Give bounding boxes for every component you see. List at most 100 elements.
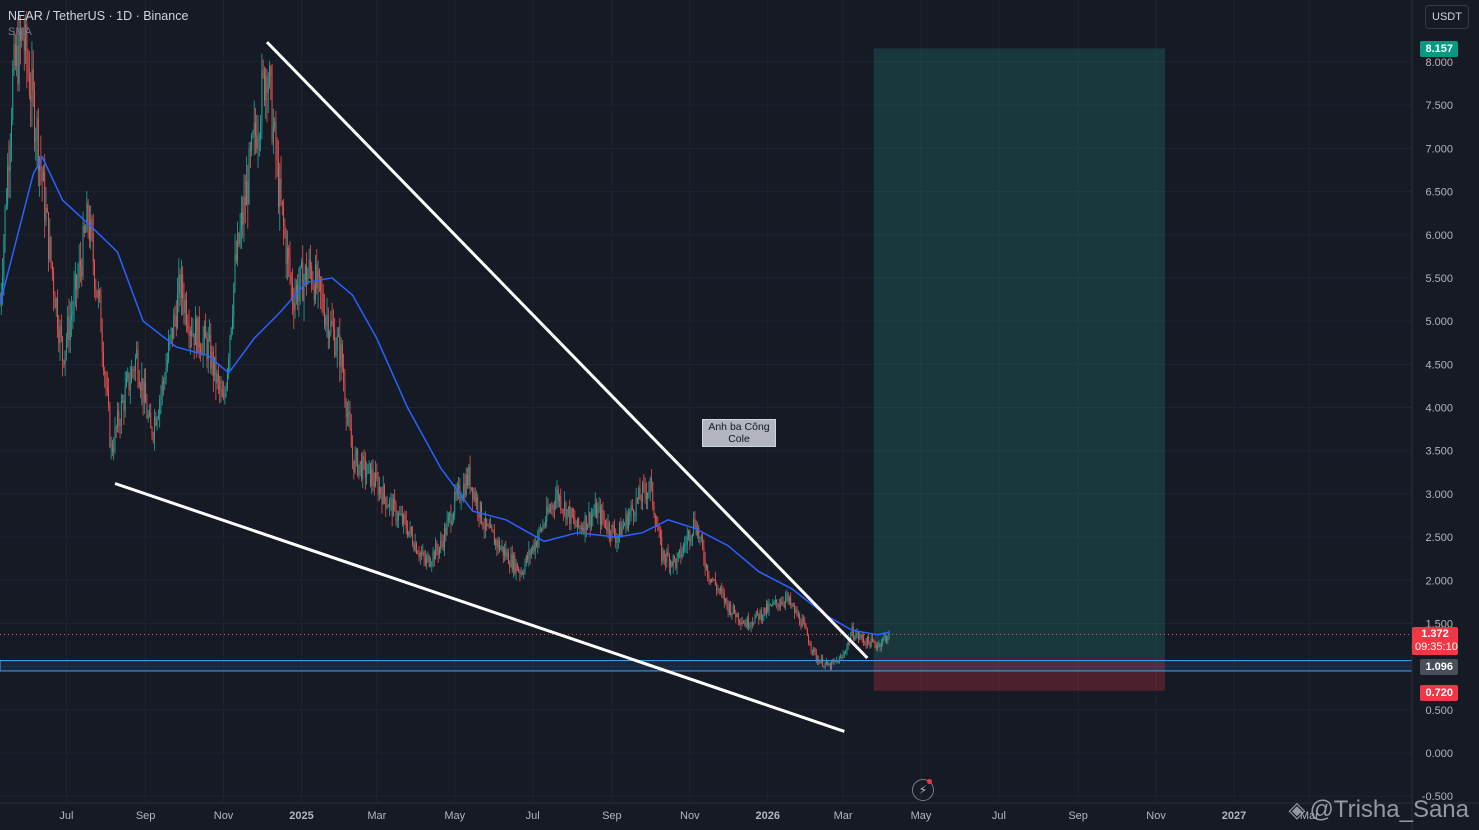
candle-body [407, 529, 408, 536]
candle-body [861, 634, 863, 639]
candle-body [90, 219, 92, 241]
candle-body [599, 506, 601, 525]
candle-body [523, 572, 525, 574]
candle-body [788, 597, 790, 601]
candle-body [786, 594, 788, 597]
candle-body [636, 497, 638, 500]
candle-body [399, 513, 401, 515]
candle-body [446, 520, 448, 536]
candle-body [436, 543, 438, 551]
candle-body [622, 525, 624, 528]
candle-body [704, 559, 706, 569]
candle-body [469, 466, 471, 490]
candle-body [408, 531, 410, 536]
candle-body [516, 563, 518, 571]
candle-body [271, 75, 273, 142]
candle-body [735, 612, 737, 618]
candle-body [423, 552, 425, 558]
candle-body [442, 542, 444, 548]
candle-body [386, 506, 388, 508]
candle-body [584, 515, 586, 533]
candle-body [501, 546, 503, 549]
candle-body [274, 121, 276, 127]
candle-body [275, 121, 277, 159]
candle-body [240, 212, 242, 229]
candle-body [409, 526, 411, 532]
symbol-title[interactable]: NEAR / TetherUS · 1D · Binance [8, 9, 189, 23]
candle-body [819, 661, 821, 664]
candle-body [427, 555, 429, 559]
candle-body [72, 310, 74, 315]
candle-body [19, 28, 21, 41]
candle-body [723, 593, 725, 603]
candle-body [529, 549, 531, 556]
candle-body [754, 616, 756, 623]
candle-body [515, 563, 517, 573]
stop-zone [873, 658, 1165, 691]
chart-annotation[interactable]: Anh ba Công Cole [702, 419, 776, 447]
candle-body [149, 413, 150, 416]
candle-body [463, 483, 465, 498]
candle-body [721, 588, 723, 592]
candle-body [214, 356, 216, 376]
candle-body [293, 303, 295, 310]
candle-body [672, 555, 674, 566]
candle-body [640, 499, 642, 502]
candle-body [110, 444, 112, 447]
candle-body [593, 513, 595, 515]
candle-body [530, 550, 532, 556]
candle-body [5, 204, 7, 207]
candle-body [11, 119, 12, 146]
currency-button[interactable]: USDT [1425, 5, 1469, 29]
candle-body [449, 513, 451, 516]
candle-body [37, 117, 39, 171]
candle-body [792, 605, 794, 606]
candle-body [421, 552, 422, 554]
candle-body [506, 552, 508, 557]
candle-body [605, 520, 606, 528]
candle-body [347, 413, 348, 417]
candle-body [361, 461, 362, 480]
candle-body [108, 389, 110, 405]
candle-body [46, 207, 48, 213]
candle-body [25, 24, 26, 51]
candle-body [653, 505, 655, 516]
candle-body [818, 659, 820, 664]
candle-body [820, 658, 822, 662]
candle-body [338, 334, 339, 337]
candle-body [507, 552, 509, 565]
replay-notification-dot [927, 779, 932, 784]
indicator-label[interactable]: SMA [8, 26, 32, 38]
candle-body [151, 428, 153, 436]
candle-body [665, 559, 666, 562]
candle-body [183, 298, 185, 313]
candle-body [689, 531, 691, 542]
candle-body [126, 378, 127, 387]
candle-body [132, 369, 134, 370]
candle-body [727, 603, 729, 613]
candle-body [81, 266, 83, 277]
binance-logo-icon: ◈ [1288, 797, 1306, 822]
candle-body [307, 273, 309, 284]
candle-body [267, 84, 269, 93]
candle-body [667, 551, 669, 556]
replay-icon[interactable]: ⚡ [912, 779, 934, 801]
stop-price-tag: 0.720 [1420, 685, 1458, 701]
candle-body [309, 259, 311, 268]
candle-body [175, 315, 177, 328]
candle-body [648, 489, 650, 494]
candle-body [161, 381, 163, 394]
candle-body [537, 538, 539, 547]
candle-body [570, 508, 572, 524]
candle-body [445, 528, 447, 536]
candle-body [283, 206, 285, 225]
candle-body [221, 389, 223, 397]
candle-body [308, 259, 310, 274]
candle-body [433, 551, 435, 560]
candle-body [670, 561, 672, 568]
candle-body [527, 555, 529, 560]
candle-body [261, 70, 263, 125]
candle-body [652, 482, 654, 506]
candle-body [413, 544, 415, 550]
